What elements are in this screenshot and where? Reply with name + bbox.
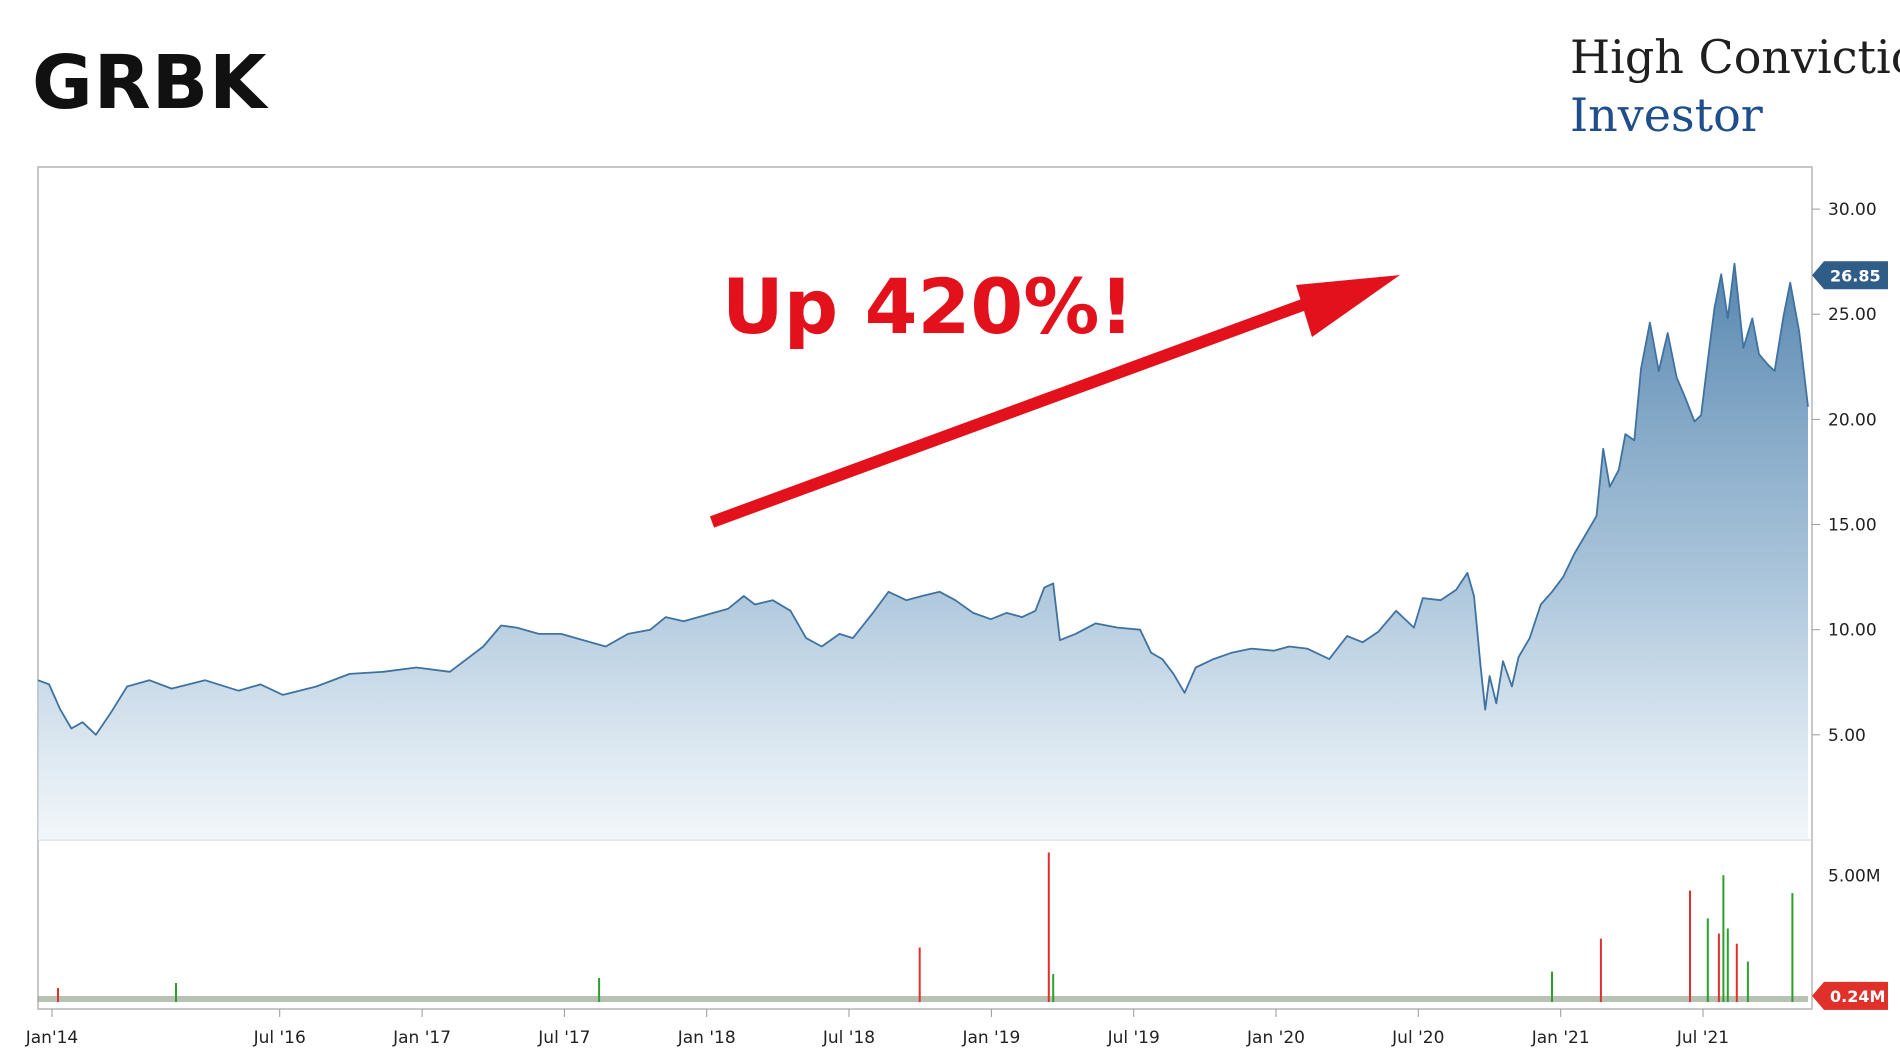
x-tick-label: Jan '18 (677, 1028, 736, 1048)
volume-tick-label: 5.00M (1828, 866, 1881, 886)
y-tick-label: 30.00 (1828, 200, 1877, 220)
y-tick-label: 15.00 (1828, 516, 1877, 536)
y-tick-label: 20.00 (1828, 410, 1877, 430)
x-tick-label: Jul '17 (537, 1028, 590, 1048)
y-tick-label: 5.00 (1828, 726, 1866, 746)
x-tick-label: Jan '17 (392, 1028, 451, 1048)
annotation-text: Up 420%! (722, 262, 1134, 351)
x-tick-label: Jan '19 (961, 1028, 1020, 1048)
x-tick-label: Jan '21 (1531, 1028, 1590, 1048)
price-line (37, 262, 1809, 736)
x-tick-label: Jul '18 (822, 1028, 875, 1048)
y-tick-label: 10.00 (1828, 621, 1877, 641)
x-tick-label: Jul '21 (1676, 1028, 1729, 1048)
ticker-symbol: GRBK (32, 40, 268, 126)
x-tick-label: Jan '20 (1246, 1028, 1305, 1048)
price-area (38, 263, 1808, 840)
y-tick-label: 25.00 (1828, 305, 1877, 325)
trend-arrow (709, 289, 1333, 528)
last-volume-badge (1812, 981, 1888, 1010)
x-tick-label: Jul '19 (1107, 1028, 1160, 1048)
x-tick-label: Jan'14 (25, 1028, 79, 1048)
last-price-badge-text: 26.85 (1830, 266, 1881, 285)
last-price-badge (1812, 261, 1888, 290)
plot-frame (37, 166, 1813, 1010)
brand-line1: High Conviction (1570, 30, 1900, 84)
x-tick-label: Jul '20 (1391, 1028, 1444, 1048)
brand-line2: Investor (1570, 88, 1763, 142)
volume-baseline-band (38, 996, 1808, 1002)
x-tick-label: Jul '16 (253, 1028, 306, 1048)
last-volume-badge-text: 0.24M (1830, 987, 1885, 1006)
trend-arrowhead (1296, 275, 1400, 337)
brand-logo: High Conviction Investor (1570, 28, 1900, 144)
